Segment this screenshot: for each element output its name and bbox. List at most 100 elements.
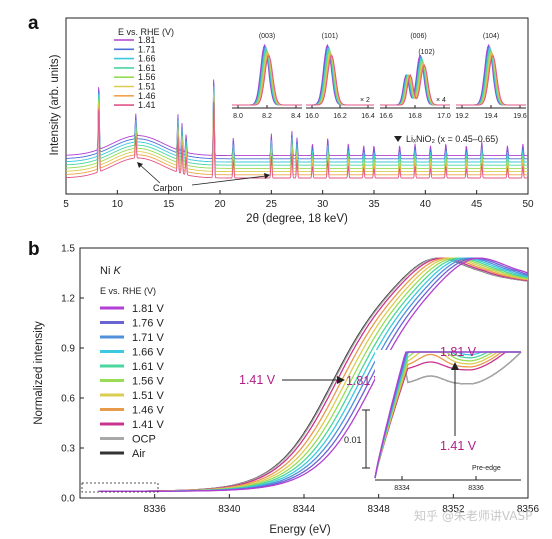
- arrow-head-icon: [137, 162, 143, 168]
- panel-a-x-tick-35: 35: [368, 199, 380, 210]
- inset-0-label: (003): [259, 33, 275, 40]
- panel-a-curve-1.46: [66, 98, 528, 176]
- panel-b-curves: [98, 257, 529, 492]
- inset-1-note: × 2: [360, 97, 370, 104]
- inset-curve-1.41 V: [374, 351, 521, 479]
- inset-tick-8334: 8334: [394, 485, 410, 492]
- panel-b-curve-1.81 V: [98, 257, 529, 492]
- panel-a-curve-1.71: [66, 82, 528, 160]
- panel-a-annotations: LiₓNiO₂ (x = 0.45–0.65) Carbon: [137, 134, 498, 193]
- panel-a-x-tick-20: 20: [214, 199, 226, 210]
- panel-b-x-tick-8340: 8340: [218, 504, 241, 515]
- panel-b-legend-entry-Air: Air: [132, 448, 146, 460]
- pre-edge-inset: 8334 8336 Pre-edge 0.01 1.81 V 1.41 V: [344, 345, 522, 492]
- panel-a-curves: [66, 79, 528, 179]
- inset-2-note: × 4: [436, 97, 446, 104]
- inset-2-label2: (102): [418, 49, 434, 56]
- inset-3-tick-19.2: 19.2: [455, 113, 469, 120]
- panel-b-legend-entry-1.71 V: 1.71 V: [132, 332, 164, 344]
- panel-a-legend-entry-1.66: 1.66: [138, 54, 156, 64]
- panel-b-legend-entry-1.46 V: 1.46 V: [132, 405, 164, 417]
- watermark: 知乎 @朱老师讲VASP: [414, 508, 532, 523]
- inset-1-tick-16.2: 16.2: [333, 113, 347, 120]
- panel-b-legend-entry-1.41 V: 1.41 V: [132, 419, 164, 431]
- inset-2-tick-16.6: 16.6: [379, 113, 393, 120]
- panel-b-y-tick-1.2: 1.2: [61, 294, 75, 305]
- panel-a-curve-1.41: [66, 101, 528, 179]
- panel-b-x-tick-8348: 8348: [368, 504, 391, 515]
- arrow-head-icon: [337, 376, 345, 384]
- shift-annotation: 1.41 V 1.81 V: [239, 373, 383, 388]
- panel-a-legend-title: E vs. RHE (V): [118, 27, 174, 37]
- panel-a-x-tick-10: 10: [112, 199, 124, 210]
- panel-b-legend: Ni K E vs. RHE (V) 1.81 V 1.76 V 1.71 V 1.6…: [100, 265, 164, 460]
- panel-b-xas: 8336 8340 8344 8348 8352 8356 0.0 0.3 0.6 0.9 1.2…: [33, 244, 540, 537]
- arrow-head-icon: [264, 173, 270, 179]
- panel-a-x-tick-5: 5: [63, 199, 69, 210]
- panel-a-x-tick-25: 25: [266, 199, 278, 210]
- inset-0-tick-8.2: 8.2: [262, 113, 272, 120]
- panel-a-x-tick-30: 30: [317, 199, 329, 210]
- inset-3-tick-19.4: 19.4: [484, 113, 498, 120]
- inset-0-curve-1.41: [232, 55, 302, 106]
- inset-2-tick-16.8: 16.8: [408, 113, 422, 120]
- inset-0-tick-8.0: 8.0: [233, 113, 243, 120]
- inset-curves: [374, 351, 522, 479]
- inset-pre-edge-label: Pre-edge: [472, 465, 501, 472]
- panel-a-legend: E vs. RHE (V) 1.811.711.661.611.561.511.…: [114, 27, 174, 110]
- inset-2-label: (006): [410, 33, 426, 40]
- panel-a-legend-entry-1.81: 1.81: [138, 35, 156, 45]
- carbon-label: Carbon: [153, 183, 183, 193]
- panel-a-x-tick-40: 40: [420, 199, 432, 210]
- panel-b-y-ticks: 0.0 0.3 0.6 0.9 1.2 1.5: [61, 244, 84, 505]
- panel-a-legend-entry-1.71: 1.71: [138, 44, 156, 54]
- panel-a-xrd: 5 10 15 20 25 30 35 40 45 50 2θ (degree, 18 keV) …: [49, 17, 534, 225]
- shift-to-label: 1.81 V: [346, 374, 383, 388]
- panel-a-x-label: 2θ (degree, 18 keV): [246, 213, 348, 225]
- panel-b-y-tick-0.6: 0.6: [61, 394, 75, 405]
- panel-a-curve-1.66: [66, 85, 528, 163]
- panel-b-legend-entry-1.51 V: 1.51 V: [132, 390, 164, 402]
- panel-a-label: a: [28, 13, 39, 34]
- inset-curve-1.81 V: [374, 351, 521, 479]
- panel-a-x-tick-50: 50: [522, 199, 534, 210]
- panel-b-y-label: Normalized intensity: [33, 321, 45, 425]
- inset-3-label: (104): [483, 33, 499, 40]
- panel-b-legend-entry-1.61 V: 1.61 V: [132, 361, 164, 373]
- panel-b-x-tick-8352: 8352: [442, 504, 465, 515]
- panel-b-x-tick-8336: 8336: [144, 504, 167, 515]
- inset-1-curve-1.81: [306, 43, 374, 106]
- panel-b-legend-title: E vs. RHE (V): [100, 286, 156, 296]
- panel-a-x-ticks: 5 10 15 20 25 30 35 40 45 50: [63, 190, 534, 210]
- panel-b-y-tick-0.0: 0.0: [61, 494, 75, 505]
- inset-3-curve-1.41: [456, 55, 526, 106]
- shift-from-label: 1.41 V: [239, 373, 276, 387]
- panel-b-x-tick-8356: 8356: [517, 504, 540, 515]
- panel-a-legend-entry-1.51: 1.51: [138, 82, 156, 92]
- inset-1-label: (101): [322, 33, 338, 40]
- panel-a-curve-1.81: [66, 79, 528, 157]
- inset-3-tick-19.6: 19.6: [513, 113, 527, 120]
- inset-2-curve-1.41: [380, 64, 450, 106]
- panel-a-y-label: Intensity (arb. units): [49, 54, 61, 155]
- panel-b-x-ticks: 8336 8340 8344 8348 8352 8356: [144, 494, 540, 515]
- panel-b-x-tick-8344: 8344: [293, 504, 316, 515]
- panel-b-legend-entry-OCP: OCP: [132, 434, 156, 446]
- panel-a-legend-entry-1.56: 1.56: [138, 72, 156, 82]
- inset-tick-8336: 8336: [468, 485, 484, 492]
- carbon-arrow-1: [138, 163, 161, 184]
- panel-a-legend-entry-1.61: 1.61: [138, 63, 156, 73]
- arrow-head-icon: [451, 362, 459, 370]
- ni-k-title: Ni K: [100, 265, 121, 277]
- lixnio2-label: LiₓNiO₂ (x = 0.45–0.65): [406, 134, 498, 144]
- panel-a-curve-1.51: [66, 95, 528, 173]
- carbon-arrow-2: [191, 175, 267, 186]
- inset-background: [375, 350, 521, 480]
- panel-b-y-tick-0.3: 0.3: [61, 444, 75, 455]
- panel-b-label: b: [28, 239, 40, 260]
- panel-b-y-tick-0.9: 0.9: [61, 344, 75, 355]
- panel-a-frame: [65, 17, 529, 195]
- inset-bottom-label: 1.41 V: [440, 439, 477, 453]
- panel-a-curve-1.56: [66, 92, 528, 169]
